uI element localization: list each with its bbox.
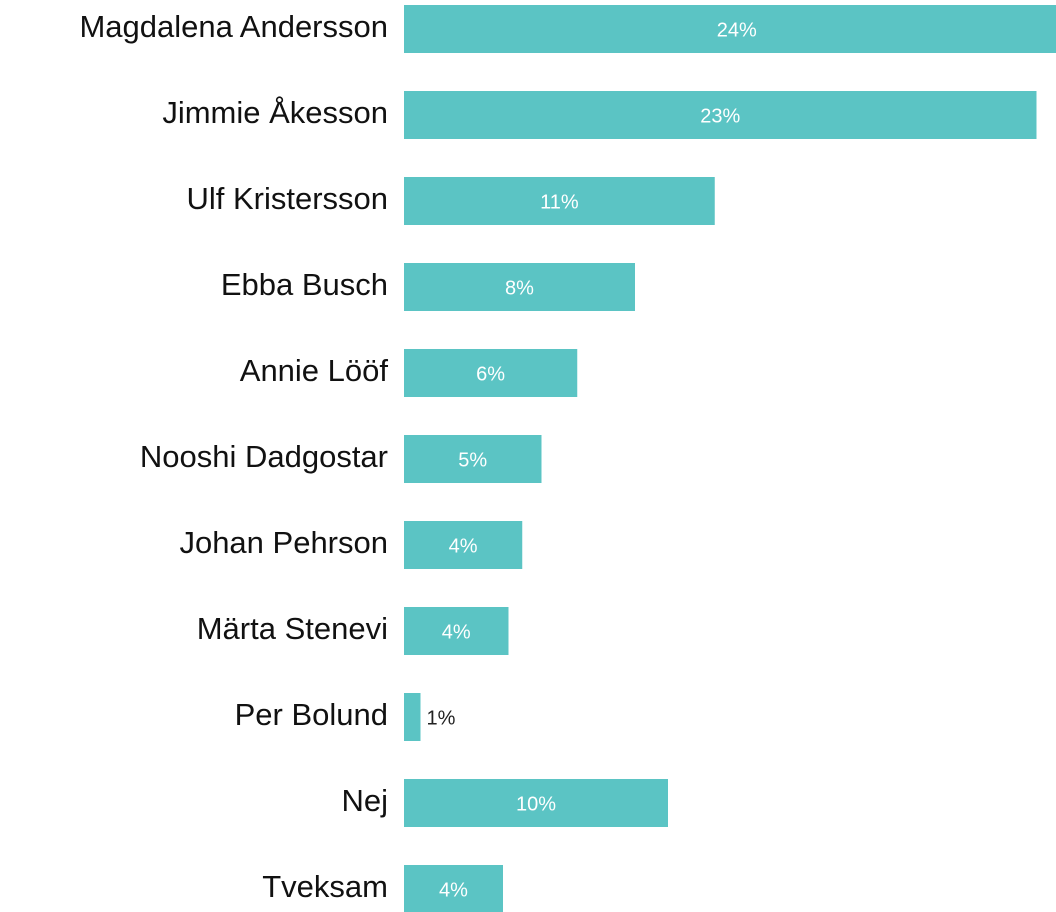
category-label: Ebba Busch: [221, 267, 388, 302]
category-label: Ulf Kristersson: [186, 181, 388, 216]
value-label: 4%: [439, 879, 468, 901]
category-label: Magdalena Andersson: [79, 9, 388, 44]
value-label: 10%: [516, 793, 556, 815]
bar: [404, 263, 635, 311]
bar: [404, 693, 421, 741]
bar: [404, 349, 578, 397]
bar: [404, 91, 1037, 139]
category-label: Nooshi Dadgostar: [140, 439, 388, 474]
bar: [404, 435, 542, 483]
category-label: Nej: [341, 783, 388, 818]
bar: [404, 177, 715, 225]
value-label: 1%: [427, 707, 456, 729]
value-label: 4%: [449, 535, 478, 557]
category-label: Märta Stenevi: [197, 611, 388, 646]
bar: [404, 521, 523, 569]
bar: [404, 5, 1056, 53]
value-label: 23%: [700, 105, 740, 127]
value-label: 5%: [458, 449, 487, 471]
value-label: 8%: [505, 277, 534, 299]
category-label: Annie Lööf: [240, 353, 389, 388]
category-label: Johan Pehrson: [179, 525, 388, 560]
bar: [404, 607, 509, 655]
bar: [404, 779, 668, 827]
category-label: Jimmie Åkesson: [162, 95, 388, 130]
value-label: 11%: [540, 191, 579, 213]
value-label: 4%: [442, 621, 471, 643]
value-label: 24%: [717, 19, 757, 41]
bar: [404, 865, 503, 912]
category-label: Per Bolund: [235, 697, 388, 732]
category-label: Tveksam: [262, 869, 388, 904]
value-label: 6%: [476, 363, 505, 385]
